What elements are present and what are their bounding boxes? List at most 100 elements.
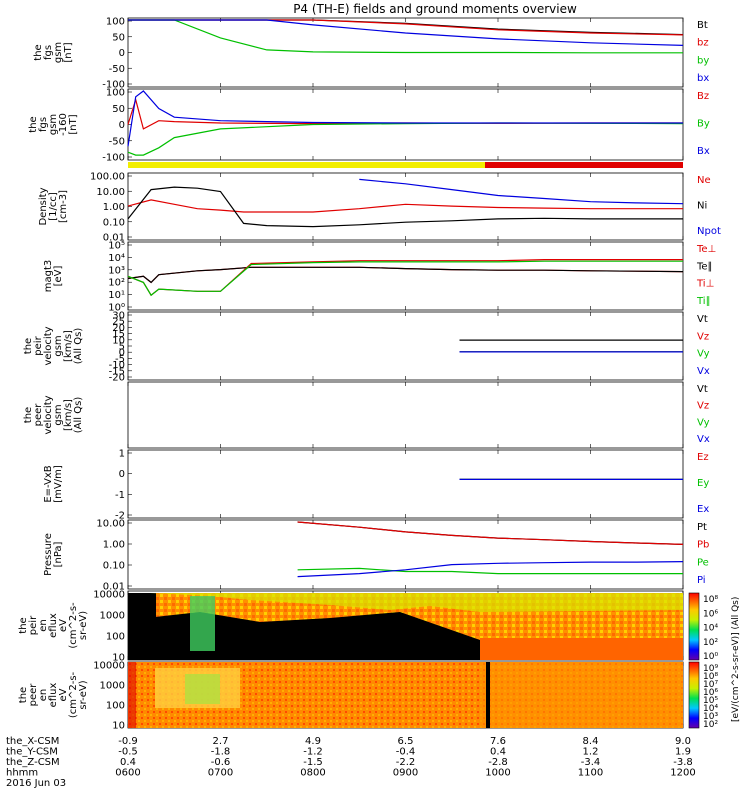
y-axis-label: gsm — [53, 335, 64, 356]
footer-value: 0600 — [115, 768, 140, 779]
y-tick-label: 1 — [119, 449, 125, 460]
y-tick-label: -2 — [115, 511, 125, 522]
y-axis-label: Density — [38, 187, 49, 225]
footer-value: -2.8 — [488, 757, 508, 768]
footer-ephemeris: the_X-CSM -0.9 2.7 4.9 6.5 7.6 8.4 9.0 the_Y-CSM… — [6, 736, 696, 779]
series-line-Bz — [127, 97, 683, 130]
y-tick-label: 0.10 — [103, 217, 125, 228]
legend-Vy: Vy — [697, 417, 710, 428]
y-tick-label: 100 — [106, 17, 125, 28]
y-tick-label: 1.00 — [103, 540, 125, 551]
y-tick-label: 0 — [119, 469, 125, 480]
y-axis-label: Pressure — [43, 533, 54, 576]
date-label: 2016 Jun 03 — [6, 778, 66, 789]
y-tick-label: 100.00 — [90, 172, 125, 183]
legend-bz: bz — [697, 38, 709, 49]
series-line-Bx — [127, 90, 683, 147]
y-axis-label: peer — [33, 403, 44, 427]
y-tick-label: -15 — [109, 366, 125, 377]
y-axis-label: eflux — [48, 683, 59, 708]
y-axis-label: the — [23, 338, 34, 354]
y-tick-label: 10000 — [93, 661, 125, 672]
y-axis-label: (cm^2-s- — [68, 602, 79, 649]
y-axis-label: E=-VxB — [43, 465, 54, 502]
y-tick-label: -50 — [109, 64, 125, 75]
colorbar-tick-label: 10⁴ — [703, 704, 718, 714]
footer-value: -1.2 — [303, 747, 323, 758]
legend-Ne: Ne — [697, 175, 711, 186]
series-line-Ni — [127, 186, 683, 228]
footer-value: 1000 — [485, 768, 510, 779]
y-axis-label: gsm — [48, 114, 59, 135]
colorbar-tick-label: 10⁶ — [703, 688, 718, 698]
y-axis-label: eflux — [48, 613, 59, 638]
y-axis-label: fgs — [43, 45, 54, 60]
y-tick-label: 10⁰ — [108, 303, 125, 314]
legend-bx: bx — [697, 73, 709, 84]
legend-by: by — [697, 55, 709, 66]
legend-By: By — [697, 119, 710, 130]
y-axis-label: [nT] — [68, 114, 79, 134]
y-tick-label: 100 — [106, 88, 125, 99]
colorbar-tick-label: 10⁴ — [703, 624, 718, 634]
y-axis-label: velocity — [43, 395, 54, 434]
y-tick-label: -10 — [109, 360, 125, 371]
footer-value: -0.5 — [118, 747, 138, 758]
y-tick-label: 0 — [119, 48, 125, 59]
colorbar-tick-label: 10⁸ — [703, 672, 718, 682]
y-axis-label: peir — [28, 615, 39, 635]
footer-row-label: hhmm — [6, 768, 38, 779]
y-tick-label: 10⁴ — [108, 253, 125, 264]
colorbar-ion — [688, 592, 700, 661]
legend-Ni: Ni — [697, 201, 707, 212]
legend-Pi: Pi — [697, 575, 706, 586]
y-tick-label: 10¹ — [108, 290, 125, 301]
y-axis-label: sr-eV) — [78, 680, 89, 709]
y-axis-label: en — [38, 619, 49, 632]
y-axis-label: (All Qs) — [73, 397, 84, 434]
y-axis-label: [nT] — [63, 42, 74, 62]
y-tick-label: 25 — [112, 317, 125, 328]
legend-Bt: Bt — [697, 20, 708, 31]
panel-3: Density [1/cc] [cm-3] 100.00 10.00 1.00 0.10 0.… — [38, 172, 721, 244]
y-axis-label: the — [33, 44, 44, 60]
footer-row-label: the_Z-CSM — [6, 757, 60, 768]
footer-value: 0800 — [300, 768, 325, 779]
y-tick-label: 100 — [106, 632, 125, 643]
legend-Vx: Vx — [697, 366, 710, 377]
y-tick-label: 1000 — [100, 681, 125, 692]
legend-Pb: Pb — [697, 540, 709, 551]
y-tick-label: 100 — [106, 701, 125, 712]
legend-Vt: Vt — [697, 384, 708, 395]
colorbar-tick-label: 10³ — [703, 712, 718, 722]
footer-row-label: the_X-CSM — [6, 736, 59, 747]
y-tick-label: 0 — [119, 120, 125, 131]
y-tick-label: 50 — [112, 32, 125, 43]
legend-Ez: Ez — [697, 452, 709, 463]
series-line-Ne — [127, 199, 683, 213]
legend-Pt: Pt — [697, 522, 707, 533]
y-axis-label: velocity — [43, 326, 54, 365]
colorbar-tick-label: 10⁸ — [703, 595, 718, 605]
footer-value: 9.0 — [675, 736, 691, 747]
panel-5: the peir velocity gsm [km/s] (All Qs) 30252015… — [23, 311, 710, 384]
legend-Te⊥: Te⊥ — [696, 244, 716, 255]
panel-frame — [127, 519, 684, 590]
y-tick-label: 1000 — [100, 611, 125, 622]
footer-value: -0.6 — [211, 757, 231, 768]
legend-Pe: Pe — [697, 557, 709, 568]
colorbar-tick-label: 10⁶ — [703, 609, 718, 619]
y-axis-label: eV — [58, 619, 69, 632]
panel-frame — [127, 311, 684, 381]
footer-value: 1100 — [578, 768, 603, 779]
footer-value: -3.4 — [581, 757, 601, 768]
y-tick-label: -5 — [115, 354, 125, 365]
y-tick-label: 50 — [112, 104, 125, 115]
y-axis-label: [1/cc] — [48, 192, 59, 221]
y-axis-label: -160 — [58, 113, 69, 136]
footer-value: -3.8 — [673, 757, 693, 768]
legend-Ti⊥: Ti⊥ — [696, 279, 714, 290]
legend-Te∥: Te∥ — [696, 261, 713, 272]
y-axis-label: (All Qs) — [73, 328, 84, 365]
